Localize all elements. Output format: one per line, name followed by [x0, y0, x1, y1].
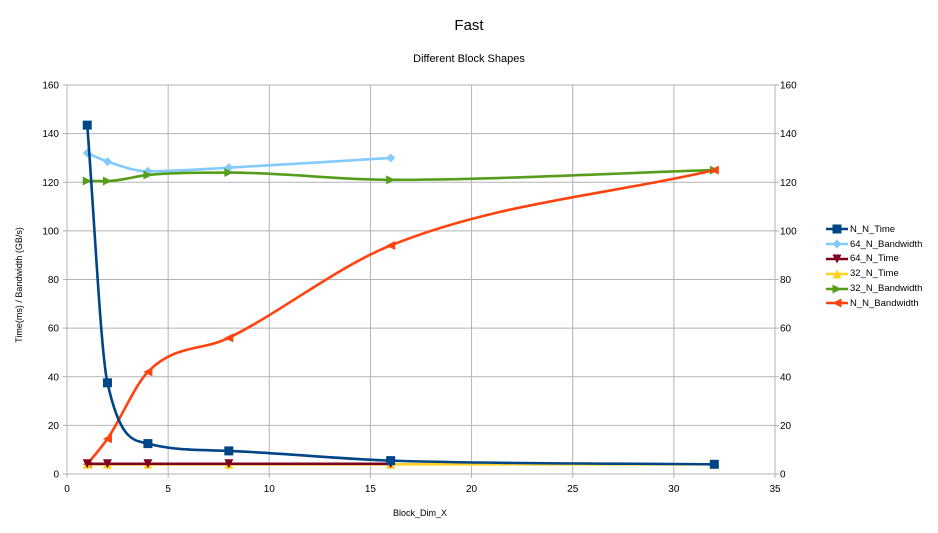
- legend-swatch-graphic: [826, 239, 848, 249]
- y2-tick-label: 120: [780, 178, 797, 189]
- y-tick-label: 140: [42, 129, 59, 140]
- series-N_N_Time: [82, 120, 719, 469]
- x-tick-label: 30: [668, 484, 680, 495]
- y-tick-label: 40: [48, 372, 60, 383]
- data-point: [832, 254, 842, 264]
- legend-item: 32_N_Time: [826, 266, 922, 281]
- data-point: [224, 168, 234, 178]
- legend-swatch: [826, 224, 848, 234]
- y-tick-label: 20: [48, 421, 60, 432]
- y2-tick-label: 20: [780, 421, 792, 432]
- data-point: [102, 157, 112, 167]
- series-line: [86, 168, 715, 466]
- y2-tick-label: 40: [780, 372, 792, 383]
- series-line: [87, 168, 715, 183]
- legend-item: N_N_Bandwidth: [826, 296, 922, 311]
- y-tick-label: 160: [42, 81, 59, 92]
- legend-swatch: [826, 269, 848, 279]
- data-point: [82, 459, 92, 469]
- data-point: [709, 459, 719, 469]
- legend-swatch-graphic: [826, 254, 848, 264]
- y-tick-label: 80: [48, 275, 60, 286]
- data-point: [224, 333, 234, 343]
- data-point: [832, 239, 842, 249]
- x-tick-label: 15: [365, 484, 377, 495]
- legend-swatch: [826, 298, 848, 308]
- series-N_N_Bandwidth: [82, 165, 719, 469]
- chart-title: Fast: [454, 17, 484, 34]
- chart-subtitle: Different Block Shapes: [413, 53, 525, 65]
- legend-label: 64_N_Bandwidth: [850, 238, 923, 250]
- data-point: [832, 269, 842, 279]
- data-point: [832, 284, 842, 294]
- x-axis-label: Block_Dim_X: [392, 508, 448, 518]
- legend-item: N_N_Time: [826, 222, 922, 237]
- series-lines: [82, 120, 719, 469]
- x-tick-label: 10: [264, 484, 276, 495]
- y2-tick-label: 80: [780, 275, 792, 286]
- x-tick-label: 25: [567, 484, 579, 495]
- y2-tick-label: 60: [780, 324, 792, 335]
- legend-item: 32_N_Bandwidth: [826, 281, 922, 296]
- y-tick-label: 0: [53, 470, 59, 481]
- data-point: [832, 298, 842, 308]
- x-tick-label: 5: [165, 484, 171, 495]
- gridlines: [66, 84, 776, 475]
- data-point: [386, 153, 396, 163]
- y2-tick-label: 100: [780, 226, 797, 237]
- y2-tick-label: 140: [780, 129, 797, 140]
- x-tick-label: 35: [769, 484, 781, 495]
- data-point: [143, 459, 153, 469]
- legend-label: N_N_Time: [850, 223, 896, 235]
- legend-swatch-graphic: [826, 224, 848, 234]
- y-tick-label: 120: [42, 178, 59, 189]
- legend-swatch-graphic: [826, 284, 848, 294]
- data-point: [143, 367, 153, 377]
- data-point: [224, 459, 234, 469]
- legend-swatch: [826, 284, 848, 294]
- data-point: [102, 434, 112, 444]
- legend-item: 64_N_Time: [826, 252, 922, 267]
- data-point: [709, 165, 719, 175]
- y-tick-label: 60: [48, 324, 60, 335]
- legend-label: 64_N_Time: [850, 253, 899, 265]
- y-tick-label: 100: [42, 226, 59, 237]
- data-point: [102, 378, 112, 388]
- legend-swatch: [826, 254, 848, 264]
- legend-label: N_N_Bandwidth: [850, 297, 919, 309]
- data-point: [102, 176, 112, 186]
- data-point: [386, 456, 396, 466]
- data-point: [82, 120, 92, 130]
- legend-item: 64_N_Bandwidth: [826, 237, 922, 252]
- data-point: [832, 224, 842, 234]
- data-point: [143, 170, 153, 180]
- legend-label: 32_N_Time: [850, 268, 899, 280]
- data-point: [224, 446, 234, 456]
- plot-frame: [66, 84, 776, 475]
- legend-swatch-graphic: [826, 269, 848, 279]
- data-point: [102, 459, 112, 469]
- y-axis-label: Time(ms) / Bandwidth (GB/s): [14, 227, 24, 343]
- series-line: [85, 125, 715, 466]
- legend: N_N_Time 64_N_Bandwidth 64_N_Time 32_N_T…: [826, 222, 922, 311]
- data-point: [82, 176, 92, 186]
- y2-tick-label: 0: [780, 470, 786, 481]
- data-point: [143, 439, 153, 449]
- x-tick-label: 0: [64, 484, 70, 495]
- data-point: [386, 240, 396, 250]
- legend-swatch: [826, 239, 848, 249]
- series-line: [86, 151, 391, 173]
- x-tick-label: 20: [466, 484, 478, 495]
- legend-label: 32_N_Bandwidth: [850, 283, 923, 295]
- data-point: [386, 175, 396, 185]
- series-64_N_Time: [82, 459, 396, 469]
- legend-swatch-graphic: [826, 298, 848, 308]
- y2-tick-label: 160: [780, 81, 797, 92]
